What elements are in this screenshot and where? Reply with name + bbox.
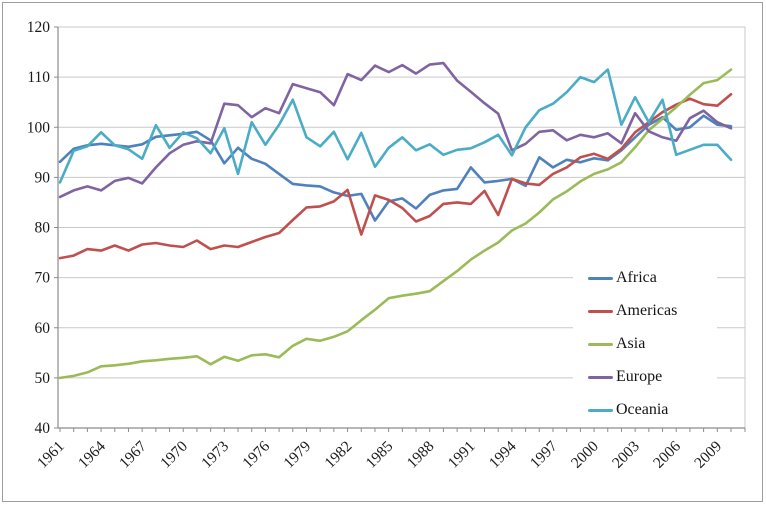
svg-text:110: 110 — [27, 69, 50, 86]
svg-text:2000: 2000 — [568, 438, 602, 472]
y-axis-labels: 40 50 60 70 80 90 100 110 120 — [27, 19, 51, 437]
svg-text:1994: 1994 — [486, 438, 520, 472]
legend-label-oceania: Oceania — [616, 401, 669, 418]
svg-text:2006: 2006 — [650, 438, 684, 472]
svg-text:1964: 1964 — [75, 438, 109, 472]
legend-item-oceania: Oceania — [573, 398, 717, 422]
legend-line-swatch-africa — [588, 276, 613, 280]
svg-text:1988: 1988 — [404, 438, 438, 472]
svg-text:1961: 1961 — [34, 438, 68, 472]
svg-text:100: 100 — [27, 119, 51, 136]
legend-line-swatch-asia — [588, 342, 613, 346]
series-line-europe — [58, 61, 733, 199]
legend-label-asia: Asia — [616, 335, 646, 352]
legend-item-europe: Europe — [573, 365, 717, 389]
series-line-asia — [58, 68, 733, 380]
x-axis-labels: 1961 1964 1967 1970 1973 1976 1979 1982 1985 1988… — [34, 438, 725, 472]
svg-text:80: 80 — [35, 220, 51, 237]
svg-text:1991: 1991 — [445, 438, 479, 472]
svg-text:90: 90 — [35, 169, 51, 186]
svg-text:1985: 1985 — [363, 438, 397, 472]
legend-label-europe: Europe — [616, 368, 663, 385]
svg-text:1967: 1967 — [116, 438, 150, 472]
legend-label-africa: Africa — [616, 269, 657, 286]
svg-text:1982: 1982 — [321, 438, 355, 472]
svg-text:1970: 1970 — [157, 438, 191, 472]
svg-text:2009: 2009 — [691, 438, 725, 472]
axes — [57, 27, 746, 432]
legend-item-asia: Asia — [573, 332, 717, 356]
legend-line-swatch-oceania — [588, 408, 613, 412]
svg-text:50: 50 — [35, 370, 51, 387]
svg-text:60: 60 — [35, 320, 51, 337]
legend-line-swatch-europe — [588, 375, 613, 379]
series-line-oceania — [58, 68, 733, 184]
series-line-americas — [58, 92, 733, 260]
legend-item-americas: Americas — [573, 299, 717, 323]
svg-text:2003: 2003 — [609, 438, 643, 472]
svg-text:1973: 1973 — [198, 438, 232, 472]
svg-text:1976: 1976 — [239, 438, 273, 472]
svg-text:1979: 1979 — [280, 438, 314, 472]
legend-line-swatch-americas — [588, 309, 613, 313]
svg-text:1997: 1997 — [527, 438, 561, 472]
legend-label-americas: Americas — [616, 302, 678, 319]
legend-item-africa: Africa — [573, 266, 717, 290]
chart-legend: Africa Americas Asia Europe Oceania — [573, 256, 717, 420]
svg-text:70: 70 — [35, 270, 51, 287]
svg-text:120: 120 — [27, 19, 51, 36]
svg-text:40: 40 — [35, 420, 51, 437]
